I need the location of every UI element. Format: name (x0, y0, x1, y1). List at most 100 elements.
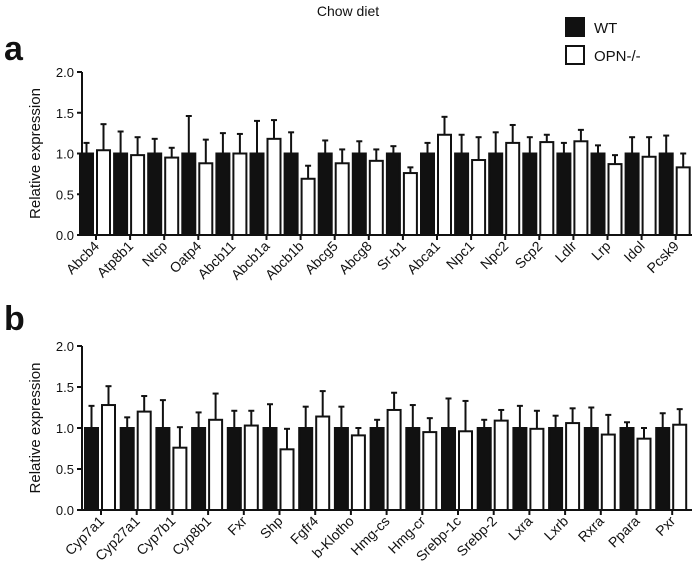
bar-wt-Lrp (590, 152, 606, 236)
bar-opn-Atp8b1 (130, 154, 146, 237)
bar-wt-Hmg-cr (405, 427, 421, 511)
x-tick-label: Sr-b1 (374, 238, 410, 274)
bar-wt-Oatp4 (181, 152, 197, 236)
bar-opn-Lrp (607, 163, 623, 236)
legend-label-0: WT (594, 20, 617, 37)
bar-wt-Abca1 (420, 152, 435, 236)
bar-wt-Shp (262, 427, 278, 511)
bar-wt-Cyp27a1 (119, 427, 135, 511)
y-tick-label: 0.0 (56, 228, 74, 243)
y-tick-label: 1.5 (56, 380, 74, 395)
bar-opn-Ldlr (573, 140, 589, 236)
bar-opn-Abcb4 (96, 149, 111, 237)
y-tick-label: 0.0 (56, 503, 74, 518)
bar-wt-Pcsk9 (658, 152, 674, 236)
bar-opn-Cyp27a1 (136, 410, 152, 512)
x-tick-label: Abcb1b (262, 238, 307, 283)
x-tick-label: Lxra (505, 513, 536, 544)
bar-opn-Srebp-1c (458, 430, 473, 511)
x-tick-label: Lrp (588, 238, 614, 264)
legend-swatch-1 (565, 45, 585, 65)
x-tick-label: Npc2 (477, 238, 512, 273)
bar-opn-Npc1 (471, 159, 487, 237)
y-tick-label: 2.0 (56, 65, 74, 80)
legend-label-1: OPN-/- (594, 48, 641, 65)
bar-wt-Ppara (619, 427, 635, 511)
bar-opn-Cyp7a1 (101, 404, 116, 512)
bar-wt-Lxra (512, 427, 528, 511)
bar-opn-Idol (641, 155, 657, 236)
bar-opn-Abcb1b (300, 177, 316, 236)
bar-wt-Srebp-2 (476, 427, 492, 511)
x-tick-label: Atp8b1 (94, 238, 137, 281)
y-tick-label: 1.0 (56, 147, 74, 162)
bar-wt-Atp8b1 (113, 152, 129, 236)
bar-wt-Npc1 (454, 152, 470, 236)
bar-opn-Lxrb (565, 422, 581, 511)
x-tick-label: Rxra (575, 513, 607, 545)
y-tick-label: 1.0 (56, 421, 74, 436)
y-tick-label: 0.5 (56, 462, 74, 477)
bar-opn-Rxra (600, 433, 616, 511)
bar-wt-Npc2 (488, 152, 504, 236)
x-tick-label: Pxr (652, 513, 678, 539)
bar-wt-b-Klotho (333, 427, 349, 511)
bar-opn-Srebp-2 (493, 419, 509, 511)
bar-wt-Abcb1b (283, 152, 299, 236)
bar-opn-Abca1 (437, 133, 452, 237)
x-tick-label: Cyp7b1 (133, 513, 179, 559)
bar-wt-Ldlr (556, 152, 572, 236)
bar-opn-Abcg8 (368, 159, 384, 237)
bar-opn-Scp2 (539, 141, 555, 236)
bar-wt-Abcb4 (79, 152, 94, 236)
figure-title: Chow diet (317, 3, 379, 19)
bar-opn-Fgfr4 (315, 415, 331, 511)
x-tick-label: Scp2 (512, 238, 546, 272)
bar-wt-Scp2 (522, 152, 538, 236)
bar-opn-Abcb11 (232, 152, 248, 236)
bar-wt-Rxra (583, 427, 599, 511)
y-tick-label: 0.5 (56, 187, 74, 202)
bar-wt-Idol (624, 152, 640, 236)
bar-wt-Fxr (226, 427, 242, 511)
x-tick-label: Shp (257, 513, 286, 542)
x-tick-label: Lxrb (541, 513, 572, 544)
y-tick-label: 1.5 (56, 106, 74, 121)
panel-letter: b (4, 300, 25, 338)
bar-opn-Hmg-cr (422, 431, 438, 512)
x-tick-label: Npc1 (443, 238, 478, 273)
bar-opn-Ppara (636, 437, 652, 511)
bar-opn-Hmg-cs (386, 408, 402, 511)
bar-opn-Pxr (672, 423, 688, 511)
x-tick-label: Srebp-2 (453, 513, 500, 560)
y-tick-label: 2.0 (56, 339, 74, 354)
bar-opn-Fxr (243, 424, 259, 512)
bar-wt-Pxr (655, 427, 671, 511)
x-tick-label: Hmg-cs (347, 513, 392, 558)
x-tick-label: Abca1 (404, 238, 444, 278)
bar-opn-Lxra (529, 427, 545, 512)
x-tick-label: Ppara (605, 513, 643, 551)
bar-wt-Fgfr4 (298, 427, 314, 511)
y-axis-label: Relative expression (27, 88, 44, 219)
bar-wt-Cyp7b1 (155, 427, 171, 511)
bar-opn-Cyp7b1 (172, 446, 188, 511)
panel-letter: a (4, 30, 24, 68)
bar-wt-Ntcp (147, 152, 163, 236)
x-tick-label: Abcg8 (336, 238, 376, 278)
x-tick-label: Fxr (224, 513, 250, 539)
legend: WT OPN-/- (565, 17, 641, 65)
bar-wt-Cyp8b1 (191, 427, 207, 511)
bar-opn-Shp (279, 448, 295, 512)
bar-opn-Oatp4 (198, 162, 214, 236)
bar-opn-b-Klotho (350, 434, 366, 512)
x-tick-label: Idol (620, 238, 647, 265)
bar-opn-Abcb1a (266, 137, 282, 236)
bar-wt-Cyp7a1 (84, 427, 99, 511)
bar-wt-Abcb1a (249, 152, 265, 236)
bar-wt-Hmg-cs (369, 427, 385, 511)
x-tick-label: Cyp8b1 (169, 513, 215, 559)
